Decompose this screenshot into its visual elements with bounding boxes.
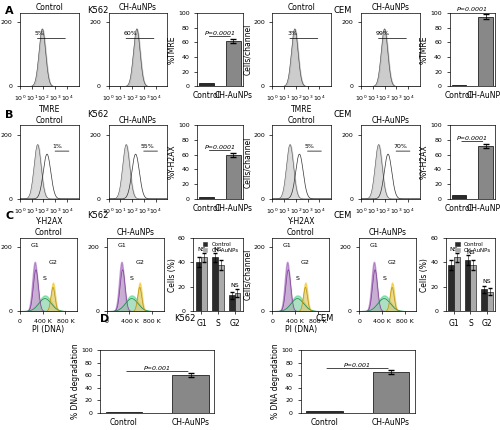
Title: Control: Control xyxy=(34,228,62,237)
X-axis label: TMRE: TMRE xyxy=(291,105,312,114)
Bar xyxy=(452,195,466,199)
Text: S: S xyxy=(130,276,134,282)
Text: D: D xyxy=(100,314,109,324)
Title: CH-AuNPs: CH-AuNPs xyxy=(119,116,157,125)
Bar xyxy=(372,372,410,413)
Legend: Control, CH-AuNPs: Control, CH-AuNPs xyxy=(454,241,492,254)
Y-axis label: Cells (%): Cells (%) xyxy=(168,258,176,292)
Title: Control: Control xyxy=(288,116,316,125)
Text: B: B xyxy=(5,110,14,120)
Bar xyxy=(106,412,142,413)
Bar xyxy=(199,83,214,86)
Bar xyxy=(202,258,207,311)
Text: G2: G2 xyxy=(48,260,58,264)
Bar xyxy=(481,289,487,311)
Title: Control: Control xyxy=(36,116,64,125)
Y-axis label: Cells (%): Cells (%) xyxy=(420,258,429,292)
Text: 55%: 55% xyxy=(141,144,154,149)
Bar xyxy=(464,260,470,311)
Legend: Control, CH-AuNPs: Control, CH-AuNPs xyxy=(202,241,240,254)
Text: G1: G1 xyxy=(30,243,39,248)
Title: Control: Control xyxy=(288,3,316,12)
Bar xyxy=(454,258,460,311)
Text: S: S xyxy=(296,276,300,282)
Y-axis label: % DNA degradation: % DNA degradation xyxy=(271,344,280,419)
Text: NS: NS xyxy=(214,247,222,252)
Title: CH-AuNPs: CH-AuNPs xyxy=(119,3,157,12)
Text: G1: G1 xyxy=(370,243,378,248)
Title: Control: Control xyxy=(36,3,64,12)
Text: CEM: CEM xyxy=(334,6,351,15)
X-axis label: TMRE: TMRE xyxy=(38,105,60,114)
Text: NS: NS xyxy=(466,250,475,255)
Title: CH-AuNPs: CH-AuNPs xyxy=(372,116,410,125)
Text: P=0.001: P=0.001 xyxy=(344,363,371,368)
Text: 99%: 99% xyxy=(376,31,390,37)
Bar xyxy=(196,262,202,311)
Text: G1: G1 xyxy=(283,243,292,248)
Title: CH-AuNPs: CH-AuNPs xyxy=(368,228,406,237)
Text: S: S xyxy=(382,276,386,282)
X-axis label: Y-H2AX: Y-H2AX xyxy=(288,217,316,226)
Text: 1%: 1% xyxy=(52,144,62,149)
X-axis label: PI (DNA): PI (DNA) xyxy=(285,326,317,335)
Text: 3%: 3% xyxy=(287,31,297,37)
Bar xyxy=(452,85,466,86)
Y-axis label: %Y-H2AX: %Y-H2AX xyxy=(168,145,176,179)
Text: S: S xyxy=(43,276,47,282)
Text: 5%: 5% xyxy=(304,144,314,149)
Y-axis label: Cells/channel: Cells/channel xyxy=(242,24,252,75)
Text: 60%: 60% xyxy=(124,31,137,37)
Bar xyxy=(478,17,493,86)
Text: K562: K562 xyxy=(87,6,108,15)
Text: A: A xyxy=(5,6,14,16)
Text: P=0.001: P=0.001 xyxy=(144,366,171,371)
X-axis label: PI (DNA): PI (DNA) xyxy=(32,326,64,335)
Bar xyxy=(226,155,240,199)
Text: P=0.0001: P=0.0001 xyxy=(457,136,488,141)
Bar xyxy=(218,265,224,311)
Title: CH-AuNPs: CH-AuNPs xyxy=(372,3,410,12)
Text: G2: G2 xyxy=(388,260,396,264)
Text: G2: G2 xyxy=(301,260,310,264)
Bar xyxy=(306,411,343,413)
Text: G2: G2 xyxy=(136,260,144,264)
Text: NS: NS xyxy=(197,247,206,252)
Text: K562: K562 xyxy=(87,211,108,220)
Bar xyxy=(487,292,493,311)
Title: CH-AuNPs: CH-AuNPs xyxy=(116,228,154,237)
Y-axis label: Cells/channel: Cells/channel xyxy=(242,136,252,188)
Bar xyxy=(470,265,476,311)
Y-axis label: %TMRE: %TMRE xyxy=(420,35,429,64)
Y-axis label: % DNA degradation: % DNA degradation xyxy=(70,344,80,419)
Y-axis label: %TMRE: %TMRE xyxy=(168,35,176,64)
Text: K562: K562 xyxy=(174,314,196,323)
Text: 70%: 70% xyxy=(394,144,407,149)
X-axis label: Y-H2AX: Y-H2AX xyxy=(36,217,63,226)
Text: NS: NS xyxy=(482,279,492,284)
Y-axis label: %Y-H2AX: %Y-H2AX xyxy=(420,145,429,179)
Text: CEM: CEM xyxy=(334,110,351,119)
Text: K562: K562 xyxy=(87,110,108,119)
Text: P=0.0001: P=0.0001 xyxy=(204,31,236,36)
Text: C: C xyxy=(5,211,13,221)
Bar xyxy=(226,41,240,86)
Text: CEM: CEM xyxy=(316,314,334,323)
Bar xyxy=(199,197,214,199)
Text: P=0.0001: P=0.0001 xyxy=(204,145,236,150)
Title: Control: Control xyxy=(287,228,315,237)
Bar xyxy=(212,258,218,311)
Text: NS: NS xyxy=(450,247,458,252)
Text: G1: G1 xyxy=(117,243,126,248)
Bar xyxy=(448,265,454,311)
Y-axis label: Cells/channel: Cells/channel xyxy=(242,249,252,300)
Bar xyxy=(172,375,210,413)
Bar xyxy=(234,293,240,311)
Text: P=0.0001: P=0.0001 xyxy=(457,7,488,12)
Text: NS: NS xyxy=(230,283,239,288)
Bar xyxy=(229,295,234,311)
Bar xyxy=(478,146,493,199)
Text: 5%: 5% xyxy=(34,31,44,37)
Text: CEM: CEM xyxy=(334,211,351,220)
